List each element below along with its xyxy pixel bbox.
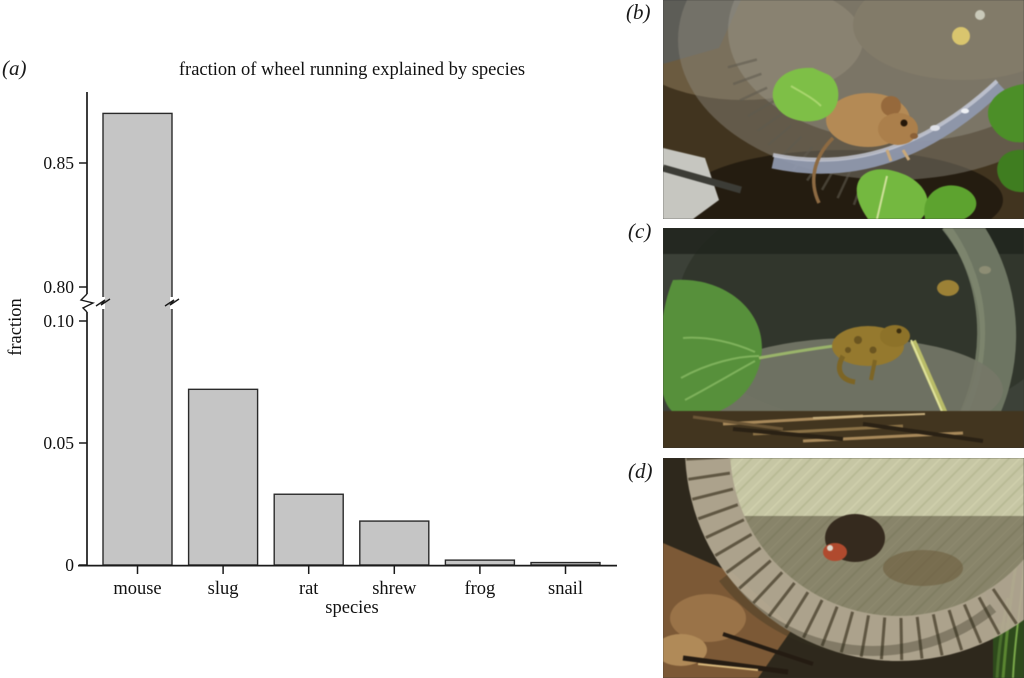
y-tick-label: 0.80 [43,277,74,297]
grey-object [663,0,741,64]
mouse-tail [811,136,835,204]
x-tick-label: slug [208,579,239,599]
bar-mouse [102,112,173,566]
x-axis-title: species [325,598,379,618]
photo-mouse-illustration [663,0,1024,219]
x-tick-label: shrew [372,579,417,599]
bar-break-mark [164,298,180,307]
y-axis-break [79,293,96,313]
photo-frog-illustration [663,228,1024,448]
seed [937,280,959,296]
frog-head [880,325,910,347]
bar-slug [187,388,259,566]
frog-leg [869,359,877,381]
y-tick-label: 0.10 [43,311,74,331]
frog-eye [896,328,902,334]
panel-d-label: (d) [628,459,653,483]
seed [952,27,970,45]
x-tick-label: frog [464,579,495,599]
mouse-eye [900,119,908,127]
wheel-ribs [686,458,1018,661]
bar-break-mark [95,298,111,307]
x-tick-label: mouse [113,579,161,599]
mouse-head [878,113,918,145]
x-tick-label: rat [299,579,319,599]
y-tick-label: 0.85 [43,153,74,173]
frog-leg [837,354,856,385]
y-tick-label: 0 [65,555,74,575]
ivy-leaf [856,169,928,219]
bar-snail [530,561,601,566]
bar-rat [273,493,344,566]
y-tick-label: 0.05 [43,433,74,453]
ivy-leaf [987,84,1024,143]
photo-wheel-closeup [663,458,1024,678]
bar-frog [444,559,516,566]
bar-shrew [359,520,430,566]
x-tick-label: snail [548,579,583,599]
mouse-ear [881,96,901,116]
panel-b-label: (b) [626,0,651,24]
panel-c-label: (c) [628,219,652,243]
bar-chart: 0 0.05 0.10 0.80 0.85 mouse slug rat shrew frog sn… [43,92,617,599]
photo-wheel-illustration [663,458,1024,678]
chart-title: fraction of wheel running explained by s… [178,60,526,80]
photo-mouse-in-wheel [663,0,1024,219]
ivy-leaf [924,185,977,219]
panel-a-label: (a) [2,56,27,80]
leaf [663,279,762,417]
grey-object [663,148,719,219]
snail-shell [823,543,847,561]
ivy-leaf [997,149,1024,193]
photo-frog-at-wheel [663,228,1024,448]
